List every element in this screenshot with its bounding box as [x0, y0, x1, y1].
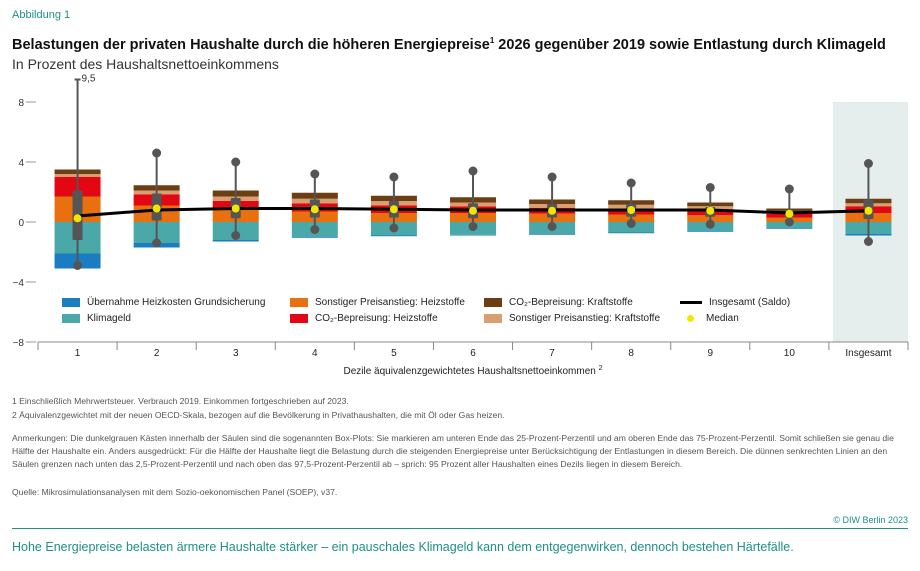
boxplot-upper-point [468, 166, 478, 176]
legend-item-co2-kraft: CO₂-Bepreisung: Kraftstoffe [484, 297, 633, 308]
boxplot-upper-point [310, 169, 320, 179]
bar-segment-grundsicherung [687, 231, 734, 232]
median-point [785, 209, 794, 218]
boxplot-lower-point [626, 219, 636, 228]
y-tick-label: 0 [18, 218, 24, 229]
boxplot-upper-point [231, 157, 241, 167]
boxplot-lower-point [310, 225, 320, 234]
y-tick-label: 4 [18, 158, 24, 169]
bar-segment-grundsicherung [212, 240, 259, 242]
footer-divider [12, 528, 908, 529]
x-tick-label: 9 [707, 348, 713, 359]
x-tick-label: 10 [784, 348, 796, 359]
median-point [627, 206, 636, 214]
legend-item-median: Median [680, 313, 739, 324]
boxplot-upper-point [705, 183, 715, 192]
y-tick-label: −4 [13, 278, 25, 289]
source-text: Quelle: Mikrosimulationsanalysen mit dem… [12, 487, 338, 497]
copyright: © DIW Berlin 2023 [833, 515, 908, 525]
figure-label: Abbildung 1 [12, 9, 71, 21]
median-point [469, 206, 477, 215]
legend-label: CO₂-Bepreisung: Kraftstoffe [509, 297, 633, 308]
chart-subtitle: In Prozent des Haushaltsnettoeinkommens [12, 56, 279, 72]
legend-label: Insgesamt (Saldo) [709, 297, 791, 308]
x-tick-label: 5 [391, 348, 397, 359]
chart-svg: 8 4 0 −4 −8 9,5 1 2 3 4 5 6 7 8 9 10 Insgesamt Dezile äqu… [13, 74, 909, 377]
y-tick-label: −8 [13, 338, 25, 349]
max-annotation: 9,5 [82, 74, 96, 85]
bar-segment-grundsicherung [608, 232, 655, 234]
boxplot-lower-point [468, 222, 478, 231]
boxplot-upper-point [389, 172, 399, 182]
x-tick-label: 1 [75, 348, 81, 359]
legend-swatch-co2-heiz [290, 314, 308, 323]
x-tick-label: Insgesamt [845, 348, 891, 359]
boxplot-lower-point [784, 217, 794, 227]
boxplot-lower-point [152, 238, 162, 248]
median-point [548, 206, 557, 215]
chart-title: Belastungen der privaten Haushalte durch… [12, 36, 886, 53]
median-point [310, 205, 319, 214]
median-point [389, 205, 398, 214]
boxplot-lower-point [389, 223, 399, 233]
boxplot-upper-point [863, 159, 873, 168]
x-tick-label: 3 [233, 348, 239, 359]
x-tick-label: 8 [628, 348, 634, 359]
footnote-1: 1 Einschließlich Mehrwertsteuer. Verbrau… [12, 396, 349, 406]
legend-swatch-saldo [680, 301, 702, 304]
annotations-text: Anmerkungen: Die dunkelgrauen Kästen inn… [12, 433, 894, 469]
legend-label: Sonstiger Preisanstieg: Heizstoffe [315, 297, 465, 308]
boxplot-upper-point [152, 148, 162, 158]
bar-segment-grundsicherung [370, 235, 417, 237]
boxplot-lower-point [231, 231, 241, 240]
legend-item-co2-heiz: CO₂-Bepreisung: Heizstoffe [290, 313, 438, 324]
legend-label: Klimageld [87, 313, 131, 324]
x-tick-label: 4 [312, 348, 318, 359]
bar-segment-grundsicherung [529, 234, 576, 235]
legend-item-preis-kraft: Sonstiger Preisanstieg: Kraftstoffe [484, 313, 660, 324]
boxplot-lower-point [863, 237, 873, 246]
y-tick-label: 8 [18, 98, 24, 109]
boxplot-upper-point [547, 172, 557, 182]
legend-swatch-co2-kraft [484, 298, 502, 307]
median-point [73, 214, 82, 223]
legend-swatch-preis-kraft [484, 314, 502, 323]
legend-label: CO₂-Bepreisung: Heizstoffe [315, 313, 438, 324]
bar-segment-grundsicherung [766, 228, 813, 229]
boxplot-lower-point [705, 219, 715, 229]
footnote-2: 2 Äquivalenzgewichtet mit der neuen OECD… [12, 410, 505, 420]
legend-swatch-preis-heiz [290, 298, 308, 307]
x-axis-label: Dezile äquivalenzgewichtetes Haushaltsne… [343, 365, 602, 377]
legend-item-klimageld: Klimageld [62, 313, 131, 324]
legend-label: Übernahme Heizkosten Grundsicherung [87, 297, 266, 308]
legend-swatch-grundsicherung [62, 298, 80, 307]
legend-label: Sonstiger Preisanstieg: Kraftstoffe [509, 313, 661, 324]
boxplot-lower-point [547, 222, 557, 231]
bar-segment-grundsicherung [450, 234, 496, 236]
chart-title-rest: 2026 gegenüber 2019 sowie Entlastung dur… [494, 36, 886, 53]
median-point [706, 206, 715, 215]
chart-title-footnote-mark: 1 [489, 36, 495, 45]
median-point [864, 206, 873, 215]
boxplot-lower-point [73, 261, 83, 270]
legend-swatch-klimageld [62, 314, 80, 323]
median-point [231, 204, 240, 213]
legend-swatch-median [687, 315, 694, 322]
legend-item-saldo: Insgesamt (Saldo) [680, 297, 790, 308]
bar-segment-grundsicherung [291, 237, 338, 238]
x-axis-label-footnote: 2 [599, 365, 603, 372]
legend-label: Median [706, 313, 739, 324]
x-tick-label: 2 [154, 348, 160, 359]
footer-summary: Hohe Energiepreise belasten ärmere Haush… [12, 540, 794, 554]
x-tick-label: 6 [470, 348, 476, 359]
boxplot-upper-point [784, 184, 794, 194]
legend-item-preis-heiz: Sonstiger Preisanstieg: Heizstoffe [290, 297, 465, 308]
legend-item-grundsicherung: Übernahme Heizkosten Grundsicherung [62, 297, 265, 308]
boxplot-upper-point [626, 178, 636, 188]
x-tick-label: 7 [549, 348, 555, 359]
median-point [152, 204, 161, 213]
chart-title-main: Belastungen der privaten Haushalte durch… [12, 36, 490, 53]
